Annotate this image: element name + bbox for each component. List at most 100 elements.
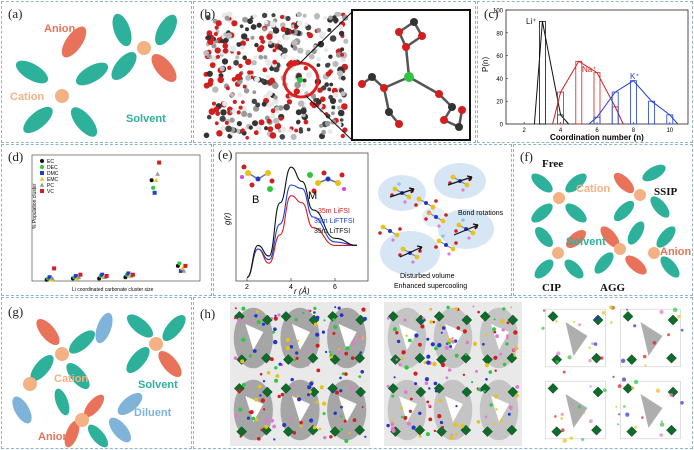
crystal-atom [364,435,367,438]
md-atom [335,52,342,58]
li-polyhedron [436,426,447,437]
crystal-atom [477,387,481,392]
md-atom [339,118,344,122]
crystal-atom [313,322,318,326]
crystal-atom [316,368,321,373]
md-atom [206,114,212,120]
crystal-atom [641,416,644,419]
legend-li: Li⁺ [526,17,536,26]
crystal-atom [252,349,257,353]
li-polyhedron [261,352,272,364]
li-polyhedron [591,424,602,436]
crystal-atom [362,316,367,321]
md-atom [340,133,345,139]
envelope-c-0 [533,21,569,125]
md-atom [309,53,315,60]
crystal-atom [451,340,455,344]
crystal-atom [493,330,497,334]
crystal-atom [418,434,422,438]
md-atom [267,126,274,132]
md-atom [225,86,230,91]
md-atom [307,32,314,39]
crystal-atom [502,307,506,311]
crystal-atom [400,415,403,418]
crystal-atom [248,354,252,358]
md-atom [227,65,232,70]
md-atom [293,88,300,95]
crystal-atom [309,418,314,423]
md-atom [272,48,277,53]
md-atom [291,39,298,46]
li-polyhedron [280,311,292,322]
crystal-atom [295,351,299,355]
md-atom [270,113,276,119]
crystal-atom [429,320,433,324]
li-polyhedron [261,386,273,398]
panel-f: (f) [513,144,693,296]
crystal-atom [427,404,431,407]
crystal-atom [617,384,622,388]
diluent-petal-1 [95,312,113,344]
md-atom [273,117,280,125]
md-atom [269,77,275,84]
crystal-atom [259,394,262,397]
point-d-4-4 [155,171,160,176]
crystal-atom [344,351,349,356]
crystal-atom [625,412,630,417]
crystal-atom [567,355,572,360]
crystal-atom [285,345,291,351]
schem-s [414,254,420,260]
md-atom [222,48,229,54]
schem-s [450,174,456,180]
point-d-2-1 [73,273,78,278]
md-atom [255,125,262,132]
crystal-atom [327,328,331,332]
md-atom [290,29,295,34]
crystal-atom [488,370,493,374]
crystal-atom [455,405,458,408]
crystal-atom [348,431,351,434]
crystal-atom [339,313,344,317]
md-atom [316,27,322,33]
crystal-atom [494,394,499,399]
solvent-cluster-lower [15,60,109,137]
md-atom [280,26,287,33]
md-atom [301,113,306,118]
crystal-atom [680,328,684,332]
bar-c-2-3 [648,100,656,125]
md-atom [321,129,326,135]
crystal-atom [554,415,557,418]
md-atom [337,105,341,110]
crystal-atom [432,361,437,367]
crystal-structures [230,302,688,446]
cation-label: Cation [10,91,45,103]
li-polyhedron [261,314,273,326]
crystal-atom [433,429,437,433]
y-tick-label-c: 80 [496,31,503,37]
crystal-atom [493,355,498,360]
crystal-atom [294,317,298,322]
md-atom [213,32,218,36]
crystal-atom [426,354,431,359]
crystal-atom [295,356,299,360]
li-polyhedron [507,314,519,326]
crystal-atom [507,412,511,416]
point-d-5-5 [183,263,188,268]
legend-d-2: DMC [47,171,59,177]
legend-d-4: PC [47,183,54,189]
md-atom [277,105,284,111]
md-atom [229,117,235,123]
crystal-atom [273,327,277,331]
schem-s [380,224,386,230]
md-atom [203,132,210,139]
crystal-atom [418,342,422,347]
md-atom [252,14,257,19]
crystal-atom [237,317,242,323]
panel-b-label: (b) [200,6,215,21]
li-polyhedron [433,311,445,322]
crystal-atom [332,332,336,335]
schem-h [397,182,401,186]
crystal-atom [449,345,452,348]
crystal-atom [266,371,271,375]
crystal-atom [589,419,593,423]
